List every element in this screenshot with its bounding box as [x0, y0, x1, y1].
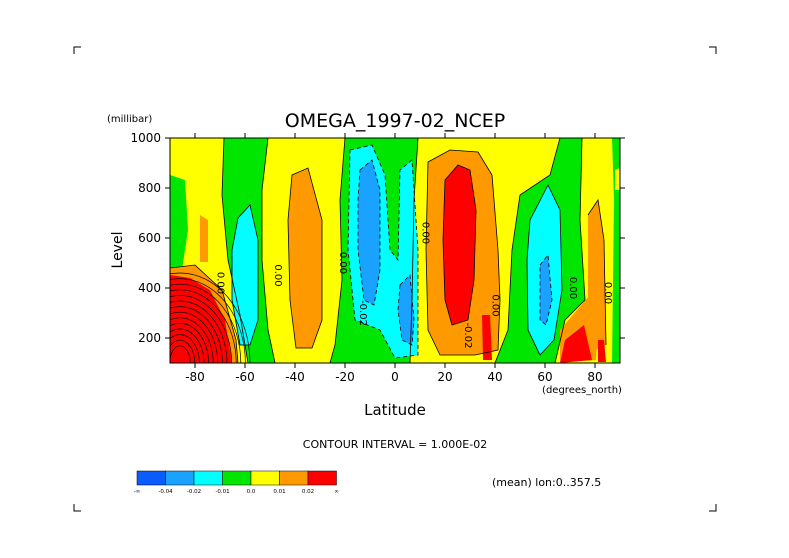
- dense-contour-line: [170, 328, 205, 363]
- y-tick-label: 400: [138, 281, 161, 295]
- legend-swatch: [250, 470, 280, 486]
- x-axis-label: Latitude: [364, 401, 426, 419]
- chart-title: OMEGA_1997-02_NCEP: [285, 110, 505, 132]
- region-green-south-tip: [170, 175, 188, 272]
- contour-label: 0.00: [567, 277, 578, 299]
- x-tick-label: -40: [285, 370, 305, 384]
- dense-contour-line: [170, 317, 214, 363]
- contour-lines: [170, 138, 607, 363]
- x-tick-label: 80: [587, 370, 602, 384]
- region-blue-north: [540, 255, 552, 325]
- region-yellow-stripe: [495, 140, 505, 165]
- x-axis: -80 -60 -40 -20 0 20 40 60 80: [185, 133, 603, 384]
- contour-label: 0.00: [215, 272, 226, 294]
- contour-lines-negative: [347, 144, 553, 359]
- contour-label: 0.00: [420, 222, 431, 244]
- legend-label: -0.02: [187, 489, 201, 495]
- x-tick-label: 0: [391, 370, 399, 384]
- dense-contour-line: [170, 295, 232, 363]
- x-tick-label: 60: [537, 370, 552, 384]
- dense-contour-line: [170, 278, 246, 363]
- legend-swatch: [307, 470, 337, 486]
- dense-contour-line: [170, 272, 251, 363]
- dense-contours-southwest: [170, 272, 251, 363]
- dense-contour-line: [170, 345, 191, 363]
- y-tick-label: 600: [138, 231, 161, 245]
- legend-swatch: [222, 470, 252, 486]
- region-yellow-edge: [615, 168, 620, 190]
- plot-area: [170, 138, 620, 363]
- x-tick-label: 40: [487, 370, 502, 384]
- x-tick-label: -60: [235, 370, 255, 384]
- x-unit-label: (degrees_north): [542, 385, 622, 396]
- legend-label: -0.04: [158, 489, 173, 495]
- region-orange-midsouth: [288, 168, 322, 348]
- dense-contour-line: [170, 323, 209, 363]
- dense-contour-line: [170, 339, 196, 363]
- mean-lon-text: (mean) lon:0..357.5: [492, 476, 601, 489]
- legend-label: -0.01: [215, 489, 229, 495]
- y-tick-label: 200: [138, 331, 161, 345]
- contour-label: -0.02: [357, 300, 368, 326]
- dense-contour-line: [170, 283, 242, 363]
- legend-swatch: [165, 470, 195, 486]
- x-tick-label: -80: [185, 370, 205, 384]
- y-tick-label: 1000: [130, 131, 161, 145]
- legend-swatch: [279, 470, 309, 486]
- contour-label: 0.00: [337, 252, 348, 274]
- dense-contour-line: [170, 300, 228, 363]
- y-tick-label: 800: [138, 181, 161, 195]
- y-unit-label: (millibar): [107, 114, 152, 125]
- x-tick-label: -20: [335, 370, 355, 384]
- dense-contour-line: [170, 311, 219, 363]
- legend-swatch: [193, 470, 223, 486]
- contour-label: 0.00: [272, 264, 283, 286]
- region-blue-equator: [358, 160, 380, 305]
- x-tick-label: 20: [437, 370, 452, 384]
- dense-contour-line: [170, 289, 237, 363]
- legend-label: 0.01: [273, 489, 285, 495]
- contour-labels: 0.00 0.00 0.00 -0.02 0.00 -0.02 0.00 0.00 0.00: [215, 222, 614, 349]
- contour-label: 0.00: [602, 282, 613, 304]
- contour-interval-text: CONTOUR INTERVAL = 1.000E-02: [303, 438, 487, 451]
- region-red-north: [560, 325, 592, 363]
- color-legend: -∞ -0.04 -0.02 -0.01 0.0 0.01 0.02 ∞: [134, 470, 339, 495]
- legend-label: -∞: [134, 489, 141, 495]
- region-orange-south-tongue: [200, 215, 208, 262]
- contour-label: 0.00: [490, 294, 501, 316]
- legend-swatch: [136, 470, 166, 486]
- region-red-tropics-low: [482, 315, 492, 360]
- dense-contour-line: [170, 334, 200, 363]
- crop-marks: [73, 46, 717, 512]
- y-axis-label: Level: [110, 232, 126, 269]
- region-blue-equator-low: [398, 275, 414, 345]
- region-red-tropics: [443, 165, 476, 325]
- contour-label: -0.02: [462, 323, 473, 349]
- legend-label: 0.0: [247, 489, 256, 495]
- legend-label: 0.02: [302, 489, 314, 495]
- y-axis: 1000 800 600 400 200: [130, 131, 625, 345]
- dense-contour-line: [170, 306, 223, 363]
- region-red-north2: [598, 340, 606, 362]
- legend-label: ∞: [334, 489, 339, 495]
- region-red-south: [170, 275, 232, 363]
